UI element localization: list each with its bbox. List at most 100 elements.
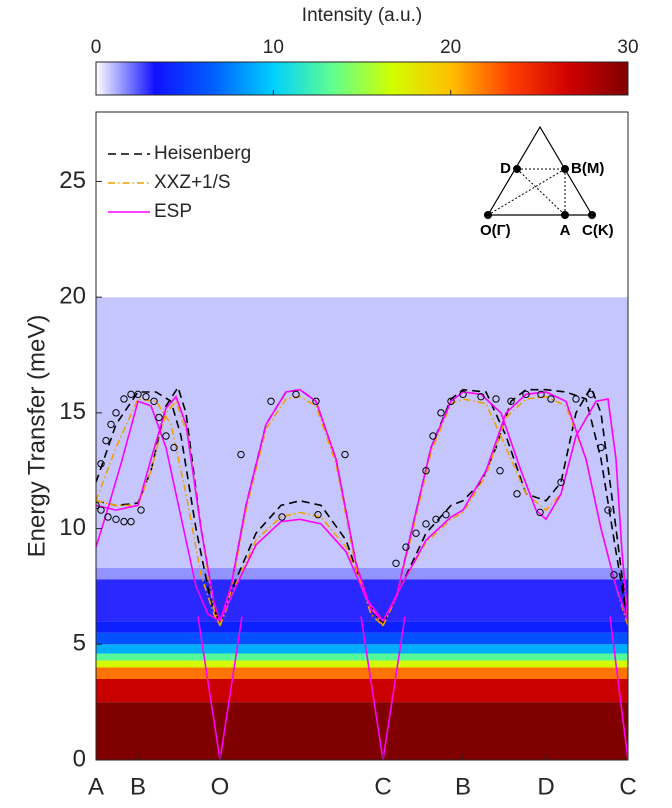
data-point (587, 390, 595, 399)
inset-point (484, 211, 492, 219)
inset-point (561, 211, 569, 219)
data-point (102, 436, 110, 445)
colorbar-label: Intensity (a.u.) (302, 5, 422, 26)
legend-label: Heisenberg (154, 143, 251, 164)
data-point (429, 432, 437, 440)
data-point (237, 450, 245, 459)
data-point (557, 478, 565, 486)
data-point (162, 432, 170, 440)
x-tick-label: B (455, 773, 471, 800)
inset-label: D (500, 160, 511, 177)
data-point (112, 409, 120, 417)
data-point (107, 420, 115, 429)
heatmap-cell (96, 567, 628, 580)
legend-label: XXZ+1/S (154, 172, 231, 193)
data-point (610, 571, 618, 579)
data-point (437, 409, 445, 417)
y-tick-label: 5 (73, 630, 86, 657)
data-point (150, 397, 158, 405)
colorbar-tick-label: 30 (617, 37, 638, 58)
heatmap-cell (96, 653, 628, 661)
data-point (604, 506, 612, 514)
data-point (422, 467, 430, 475)
inset-label: C(K) (582, 222, 614, 239)
heatmap-cell (96, 632, 628, 645)
y-tick-label: 20 (59, 282, 86, 309)
data-point (341, 450, 349, 459)
inset-point (513, 165, 521, 173)
data-point (120, 395, 128, 403)
data-point (442, 510, 450, 519)
data-point (459, 390, 467, 399)
heatmap (96, 112, 628, 760)
colorbar-tick-label: 10 (263, 37, 284, 58)
data-point (120, 517, 128, 526)
y-tick-label: 25 (59, 167, 86, 194)
data-point (267, 397, 275, 405)
data-point (127, 390, 135, 399)
inset (484, 125, 596, 219)
data-point (507, 397, 515, 405)
heatmap-cell (96, 660, 628, 668)
data-point (422, 520, 430, 528)
data-point (536, 508, 544, 517)
data-point (547, 395, 555, 403)
x-tick-label: D (537, 773, 554, 800)
y-axis-label: Energy Transfer (meV) (23, 315, 50, 558)
data-point (97, 460, 105, 468)
data-point (513, 490, 521, 498)
data-point (170, 443, 178, 452)
data-point (432, 515, 440, 524)
inset-point (561, 165, 569, 173)
x-tick-label: C (619, 773, 636, 800)
data-point (127, 517, 135, 526)
axes-frame (95, 111, 629, 761)
heatmap-cell (96, 667, 628, 679)
heatmap-cell (96, 644, 628, 654)
data-point (597, 443, 605, 452)
x-tick-label: A (88, 773, 104, 800)
legend-label: ESP (154, 201, 192, 222)
series-line (96, 395, 628, 627)
heatmap-cell (96, 112, 628, 298)
inset-line (487, 168, 566, 216)
data-point (392, 559, 400, 567)
data-point (137, 506, 145, 514)
data-point (278, 513, 286, 521)
data-point (572, 395, 580, 403)
heatmap-cell (96, 679, 628, 703)
inset-label: O(Γ) (480, 222, 511, 239)
x-tick-label: O (211, 773, 230, 800)
data-point (292, 390, 300, 399)
heatmap-cell (96, 702, 628, 760)
y-tick-label: 0 (73, 745, 86, 772)
data-point (134, 390, 142, 399)
data-point (314, 510, 322, 519)
data-point (312, 397, 320, 405)
colorbar-tick-label: 0 (91, 37, 102, 58)
data-point (142, 392, 150, 401)
data-point (155, 413, 163, 422)
colorbar-tick-label: 20 (440, 37, 461, 58)
inset-label: A (560, 222, 571, 239)
inset-point (588, 211, 596, 219)
colorbar (95, 61, 629, 96)
data-point (537, 390, 545, 399)
curves (96, 385, 628, 760)
data-point (402, 543, 410, 551)
data-point (97, 506, 105, 514)
data-point (496, 467, 504, 475)
data-point (112, 515, 120, 524)
data-point (522, 390, 530, 399)
inset-label: B(M) (571, 160, 604, 177)
data-point (104, 513, 112, 521)
data-point (492, 395, 500, 403)
x-tick-label: C (374, 773, 391, 800)
data-point (477, 392, 485, 401)
data-point (412, 529, 420, 537)
x-tick-label: B (130, 773, 146, 800)
data-point (447, 397, 455, 405)
series-line (96, 388, 628, 760)
heatmap-cell (96, 297, 628, 568)
